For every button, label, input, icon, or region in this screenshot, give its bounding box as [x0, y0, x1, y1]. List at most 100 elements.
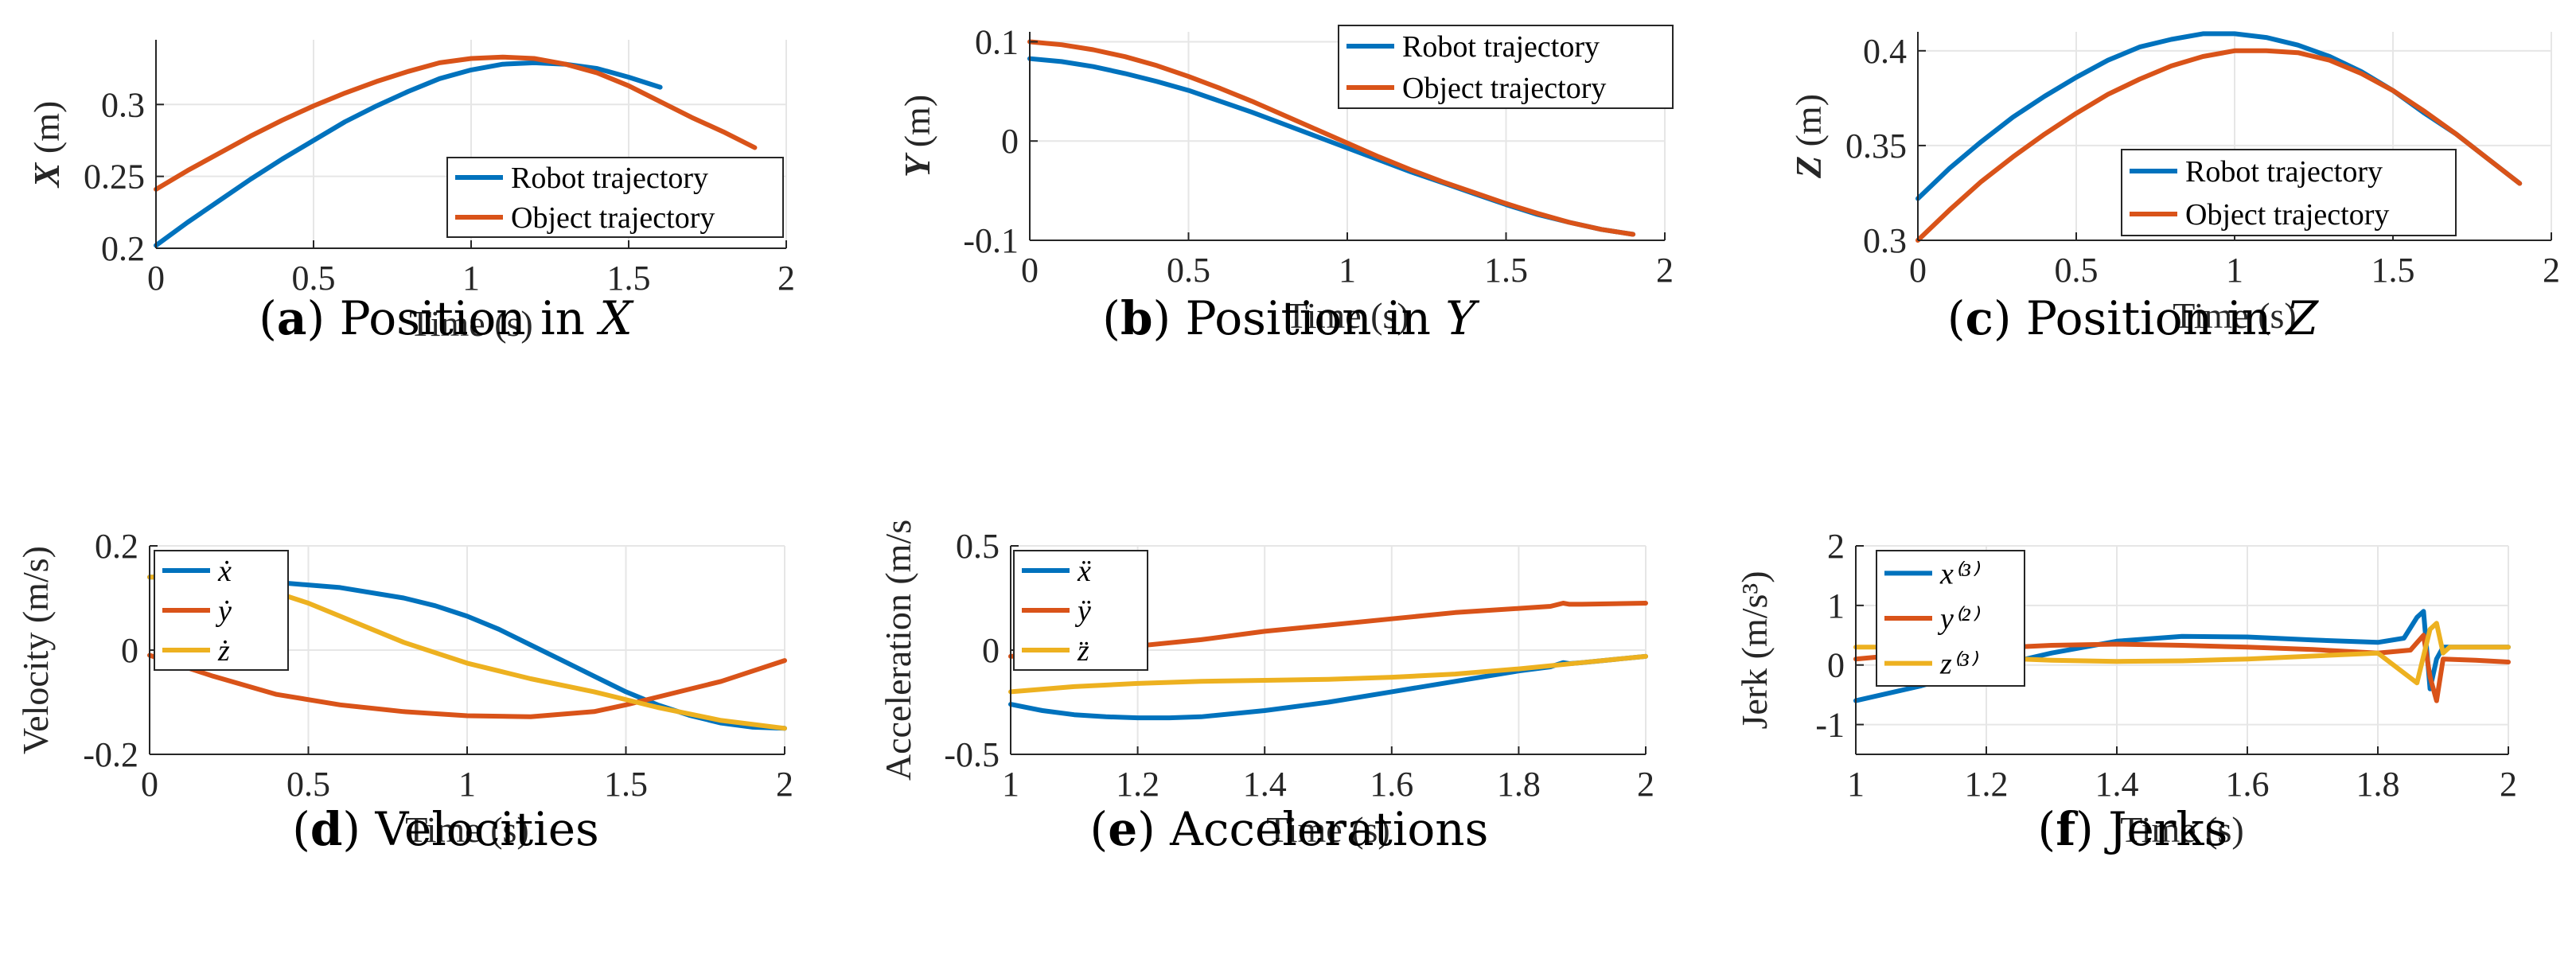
x-tick-label: 2: [1656, 251, 1674, 290]
y-tick-label: 2: [1827, 527, 1845, 566]
x-tick-label: 2: [776, 765, 793, 804]
legend-box: [1338, 25, 1674, 109]
legend-entry-label: Robot trajectory: [2185, 155, 2383, 189]
x-tick-label: 0.5: [286, 765, 330, 804]
legend-box: [446, 157, 784, 238]
series-line-z-ddot: [1008, 653, 1648, 695]
y-tick-label: 0.2: [101, 229, 145, 268]
legend-entry-label: y⁽²⁾: [1937, 602, 1981, 636]
legend-entry-label: x⁽³⁾: [1939, 557, 1981, 590]
caption: (f) Jerks: [2038, 802, 2228, 856]
x-tick-label: 1: [1002, 765, 1019, 804]
x-tick-label: 2: [777, 259, 795, 298]
x-tick-label: 0.5: [2055, 251, 2099, 290]
legend-entry-label: ż: [217, 634, 230, 668]
legend-entry-label: ẏ: [215, 594, 232, 628]
caption-letter: a: [277, 291, 307, 345]
legend-entry-label: z̈: [1077, 634, 1089, 668]
caption-paren-close: ): [1153, 291, 1186, 345]
x-axis-label: Time (s): [1266, 809, 1390, 850]
x-tick-label: 1.2: [1965, 765, 2009, 804]
caption-paren-close: ): [1137, 802, 1170, 856]
caption: (c) Position in Z: [1947, 291, 2320, 345]
y-tick-label: 0.3: [1863, 221, 1907, 260]
x-tick-label: 1.8: [1497, 765, 1541, 804]
x-tick-label: 0: [141, 765, 158, 804]
x-tick-label: 2: [2543, 251, 2560, 290]
x-tick-label: 1: [458, 765, 476, 804]
y-axis-unit: (m): [1788, 94, 1829, 146]
caption-text: Position in: [1186, 291, 1446, 345]
x-tick-label: 1.4: [1243, 765, 1287, 804]
legend-entry-label: Object trajectory: [2185, 198, 2389, 232]
legend-entry-label: z⁽³⁾: [1939, 648, 1979, 681]
x-axis-label: Time (s): [2120, 809, 2244, 850]
legend-entry-label: Object trajectory: [511, 201, 715, 235]
y-tick-label: -0.2: [83, 735, 138, 774]
y-axis-unit: (m): [897, 95, 937, 147]
x-tick-label: 1: [2226, 251, 2243, 290]
legend-entry-label: ẋ: [217, 555, 232, 588]
y-axis-variable: Y: [897, 147, 937, 177]
caption-math: Y: [1445, 291, 1479, 345]
caption-letter: e: [1108, 802, 1137, 856]
x-axis-label: Time (s): [409, 303, 533, 344]
x-tick-label: 0: [147, 259, 165, 298]
caption-paren-open: (: [1947, 291, 1966, 345]
caption-text: Jerks: [2104, 802, 2227, 856]
y-tick-label: 0: [121, 631, 138, 670]
y-tick-label: 1: [1827, 586, 1845, 625]
caption-paren-open: (: [1090, 802, 1109, 856]
y-axis-variable: X: [26, 154, 67, 189]
x-tick-label: 0.5: [1167, 251, 1210, 290]
y-axis-variable: Z: [1788, 146, 1829, 179]
x-tick-label: 1: [462, 259, 480, 298]
y-tick-label: 0: [982, 631, 1000, 670]
x-tick-label: 1.5: [604, 765, 648, 804]
y-axis-label: Y (m): [897, 95, 937, 177]
x-axis-label: Time (s): [2173, 295, 2297, 336]
x-axis-label: Time (s): [1285, 295, 1409, 336]
y-tick-label: 0.2: [95, 527, 138, 566]
x-tick-label: 1.5: [2371, 251, 2415, 290]
caption-paren-open: (: [292, 802, 310, 856]
series-line-object-trajectory: [154, 54, 758, 192]
legend: Robot trajectory Object trajectory: [2121, 149, 2457, 236]
x-tick-label: 0: [1021, 251, 1039, 290]
caption-text: Position in: [340, 291, 600, 345]
y-axis-label: Z (m): [1788, 94, 1829, 179]
caption-paren-open: (: [1102, 291, 1120, 345]
x-tick-label: 1.2: [1116, 765, 1159, 804]
x-tick-label: 0: [1909, 251, 1927, 290]
legend-entry-label: ÿ: [1074, 594, 1091, 628]
x-tick-label: 0.5: [292, 259, 336, 298]
x-tick-label: 1.5: [1484, 251, 1528, 290]
y-tick-label: 0.5: [956, 527, 1000, 566]
y-tick-label: 0.35: [1845, 127, 1907, 166]
series-line-y-dot: [147, 652, 787, 719]
caption-letter: d: [310, 802, 343, 856]
y-tick-label: 0.1: [975, 22, 1019, 61]
caption: (b) Position in Y: [1102, 291, 1479, 345]
legend-entry-label: Object trajectory: [1402, 72, 1606, 105]
legend-entry-label: Robot trajectory: [1402, 30, 1600, 64]
caption-math: X: [596, 291, 634, 345]
caption-text: Position in: [2026, 291, 2286, 345]
legend: Robot trajectory Object trajectory: [446, 157, 784, 238]
legend: ẍÿ z̈: [1013, 550, 1148, 671]
y-tick-label: 0: [1827, 646, 1845, 685]
caption: (a) Position in X: [259, 291, 634, 345]
caption-paren-close: ): [1993, 291, 2026, 345]
y-axis-label: X (m): [26, 101, 67, 189]
caption-paren-open: (: [2038, 802, 2056, 856]
caption-math: Z: [2285, 291, 2320, 345]
chart-panel-a: 0 0.5 1 1.5 2 0.2 0.25 0.3 Time (s) X (m) Robot tr…: [26, 40, 795, 345]
legend: x⁽³⁾ y⁽²⁾ z⁽³⁾: [1876, 550, 2025, 687]
x-tick-label: 1.6: [1370, 765, 1413, 804]
y-axis-label: Acceleration (m/s: [878, 520, 918, 781]
